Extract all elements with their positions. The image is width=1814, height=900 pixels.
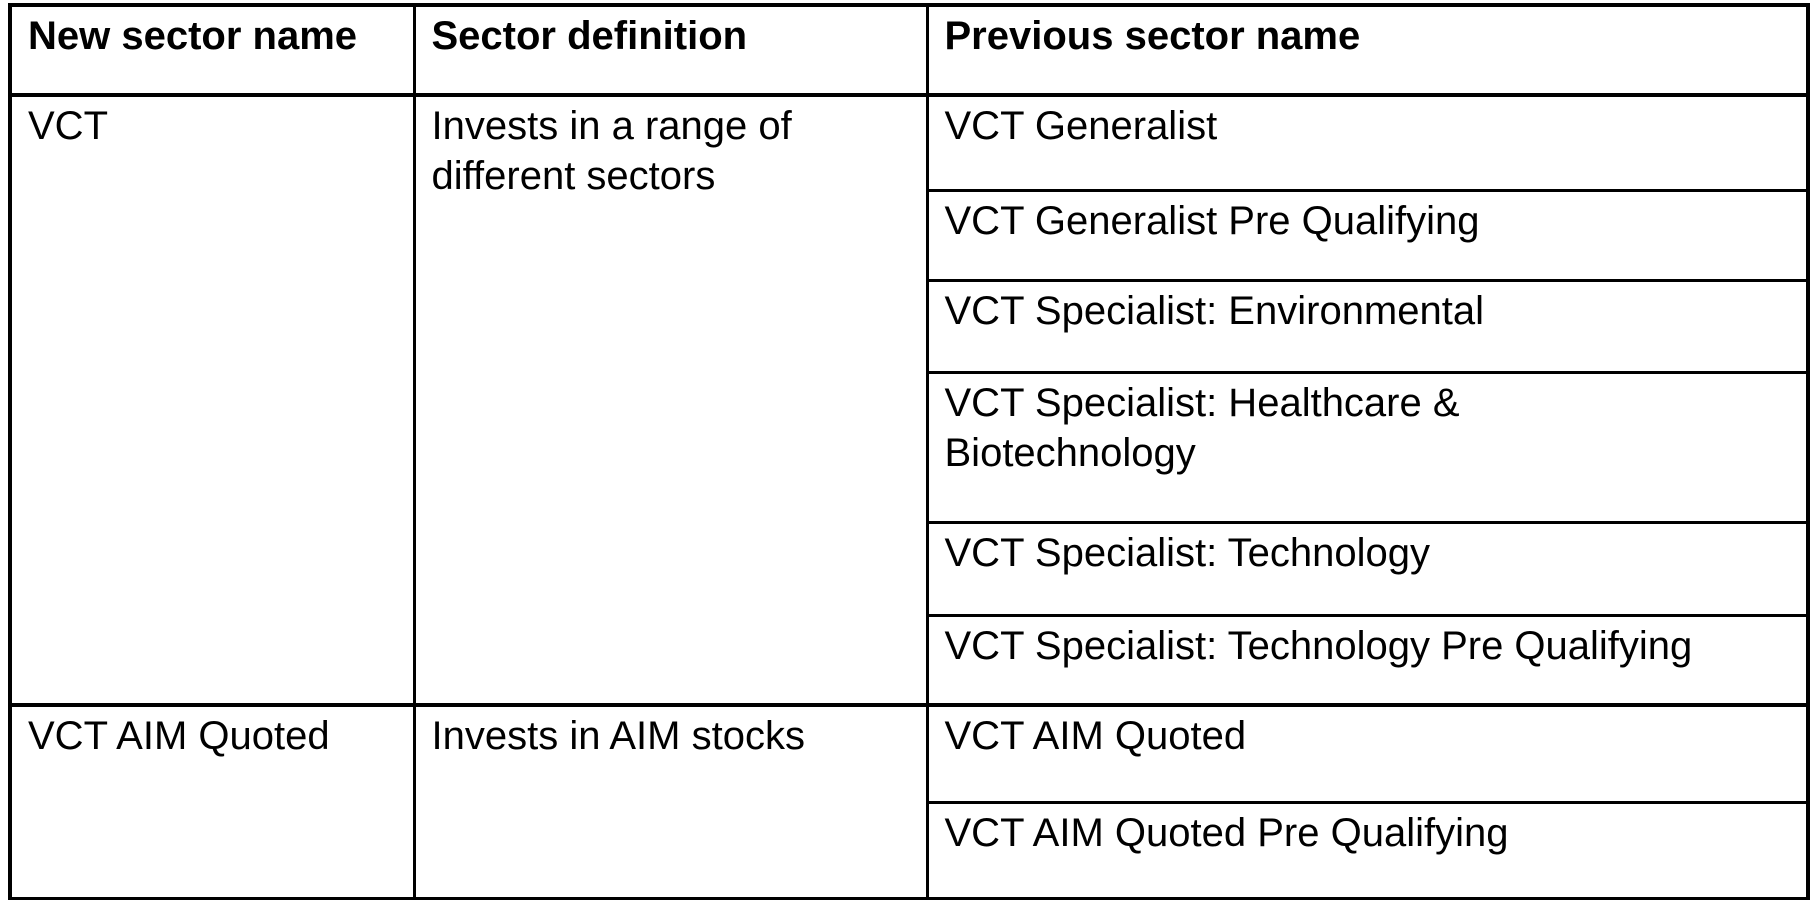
cell-previous-sector-name: VCT Specialist: Technology Pre Qualifyin…	[925, 613, 1810, 707]
header-new-sector-name: New sector name	[8, 3, 416, 97]
table-header-row: New sector name Sector definition Previo…	[8, 3, 1810, 97]
cell-previous-sector-name: VCT Specialist: Environmental	[925, 278, 1810, 374]
table-row: VCT Specialist: Healthcare & Biotechnolo…	[10, 370, 1810, 524]
table-row: VCT Specialist: Technology	[10, 520, 1810, 617]
cell-previous-sector-name: VCT Specialist: Technology	[925, 520, 1810, 617]
table-row: VCT AIM Quoted Invests in AIM stocks VCT…	[8, 703, 1810, 900]
table-row: VCT Invests in a range of different sect…	[8, 93, 1810, 707]
table-row: VCT Specialist: Technology Pre Qualifyin…	[10, 613, 1810, 707]
cell-previous-sector-name: VCT AIM Quoted Pre Qualifying	[925, 800, 1810, 900]
header-previous-sector-name: Previous sector name	[925, 3, 1810, 97]
table-row: VCT Generalist Pre Qualifying	[10, 188, 1810, 282]
cell-previous-sector-name: VCT AIM Quoted	[925, 703, 1810, 804]
cell-new-sector-name-vct-aim-quoted: VCT AIM Quoted	[8, 703, 416, 900]
cell-previous-sector-name: VCT Specialist: Healthcare & Biotechnolo…	[925, 370, 1810, 524]
cell-sector-definition-vct-aim-quoted: Invests in AIM stocks	[412, 703, 929, 900]
cell-new-sector-name-vct: VCT	[8, 93, 416, 707]
cell-previous-sector-name: VCT Generalist Pre Qualifying	[925, 188, 1810, 282]
header-sector-definition: Sector definition	[412, 3, 929, 97]
cell-sector-definition-vct: Invests in a range of different sectors	[412, 93, 929, 707]
table-row: VCT Specialist: Environmental	[10, 278, 1810, 374]
sector-mapping-table: New sector name Sector definition Previo…	[8, 3, 1810, 900]
cell-previous-sector-name: VCT Generalist	[925, 93, 1810, 192]
table-row: VCT AIM Quoted Pre Qualifying	[10, 800, 1810, 900]
